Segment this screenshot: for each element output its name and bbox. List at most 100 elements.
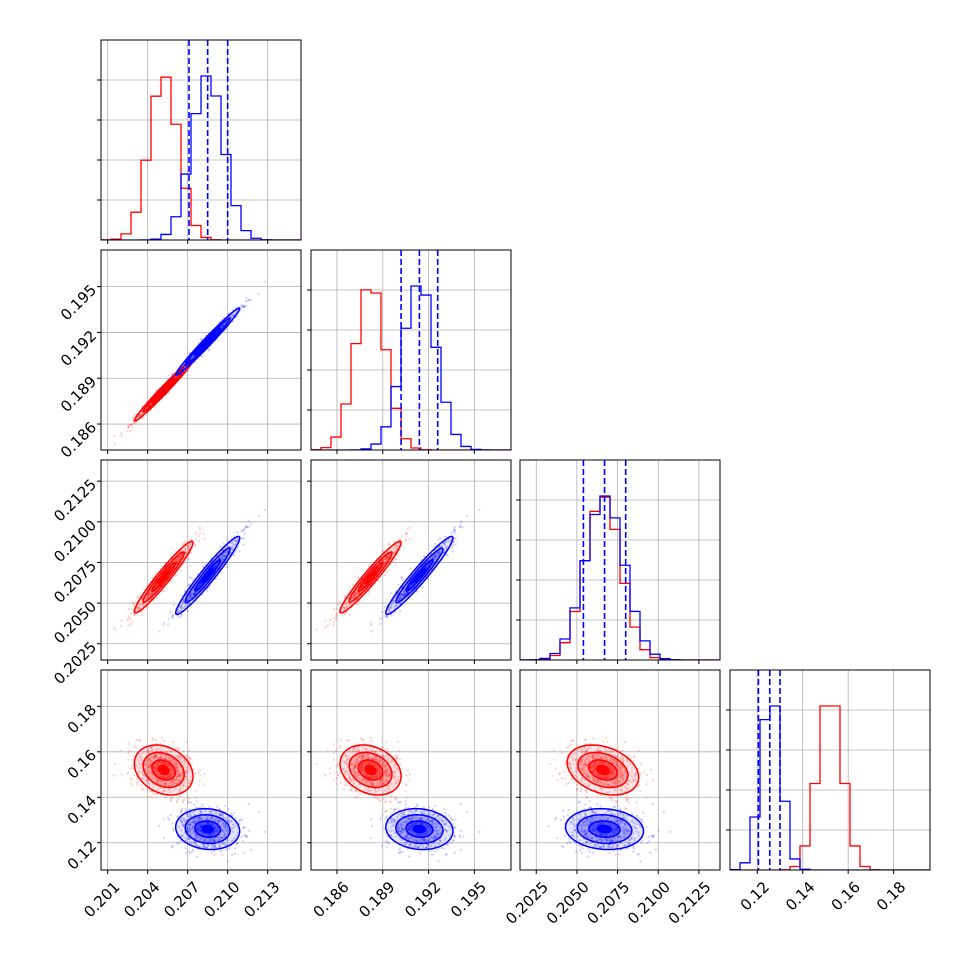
sample-point: [336, 613, 339, 616]
sample-point: [147, 772, 150, 775]
sample-point: [383, 562, 386, 565]
sample-point: [176, 560, 180, 563]
sample-point: [434, 556, 437, 559]
sample-point: [166, 623, 170, 626]
sample-point: [174, 763, 177, 767]
sample-point: [443, 549, 446, 552]
sample-point: [164, 762, 167, 765]
sample-point: [164, 749, 167, 753]
sample-point: [223, 551, 226, 555]
sample-point: [138, 770, 141, 773]
sample-point: [173, 559, 176, 563]
sample-point: [172, 778, 175, 781]
sample-point: [183, 798, 186, 801]
sample-point: [182, 367, 185, 370]
sample-point: [175, 763, 179, 766]
sample-point: [154, 776, 157, 779]
sample-point: [167, 756, 170, 759]
sample-point: [478, 508, 481, 511]
sample-point: [393, 550, 396, 553]
panel-content: [112, 736, 266, 863]
sample-point: [367, 592, 370, 595]
panel-0-0: [97, 39, 302, 244]
y-tick-label: 0.2125: [50, 475, 100, 525]
sample-point: [153, 755, 156, 758]
sample-point: [167, 784, 170, 787]
sample-point: [179, 555, 182, 558]
sample-point: [178, 557, 181, 560]
sample-point: [178, 558, 181, 561]
sample-point: [141, 777, 144, 780]
sample-point: [173, 763, 176, 766]
sample-point: [156, 769, 159, 772]
sample-point: [191, 356, 194, 359]
sample-point: [194, 772, 197, 775]
sample-point: [147, 404, 151, 407]
sample-point: [344, 602, 347, 606]
sample-point: [226, 538, 229, 541]
sample-point: [352, 594, 356, 597]
sample-point: [175, 559, 178, 562]
sample-point: [168, 775, 171, 778]
sample-point: [403, 594, 406, 597]
sample-point: [153, 766, 157, 769]
sample-point: [136, 595, 139, 598]
sample-point: [181, 552, 184, 556]
sample-point: [147, 591, 151, 595]
sample-point: [131, 602, 134, 605]
sample-point: [343, 608, 346, 611]
sample-point: [218, 556, 221, 559]
sample-point: [459, 523, 463, 526]
sample-point: [147, 750, 151, 753]
panel-content: [315, 508, 481, 633]
sample-point: [153, 766, 156, 769]
sample-point: [242, 305, 245, 309]
sample-point: [177, 558, 180, 562]
sample-point: [400, 534, 404, 538]
panel-frame: [310, 459, 512, 661]
sample-point: [220, 556, 223, 560]
sample-point: [174, 787, 177, 791]
sample-point: [436, 551, 440, 554]
sample-point: [382, 558, 385, 562]
sample-point: [397, 599, 400, 602]
sample-point: [394, 549, 397, 552]
sample-point: [223, 555, 226, 558]
sample-point: [169, 568, 172, 571]
sample-point: [169, 798, 172, 802]
sample-point: [171, 616, 174, 619]
sample-point: [462, 526, 465, 529]
sample-point: [155, 768, 159, 771]
sample-point: [164, 754, 168, 757]
sample-point: [150, 796, 153, 799]
sample-point: [131, 768, 135, 771]
sample-point: [142, 774, 145, 777]
sample-point: [191, 357, 194, 360]
sample-point: [152, 791, 155, 794]
sample-point: [250, 523, 253, 526]
sample-point: [157, 757, 160, 760]
sample-point: [188, 545, 191, 548]
sample-point: [230, 548, 233, 551]
sample-point: [179, 373, 182, 376]
sample-point: [156, 781, 159, 784]
sample-point: [426, 564, 430, 567]
sample-point: [164, 762, 168, 766]
sample-point: [178, 790, 181, 793]
sample-point: [172, 371, 175, 374]
sample-point: [175, 778, 178, 782]
sample-point: [156, 765, 159, 768]
sample-point: [181, 807, 184, 810]
sample-point: [193, 594, 196, 597]
sample-point: [185, 770, 188, 773]
sample-point: [145, 762, 148, 766]
sample-point: [442, 541, 446, 545]
sample-point: [159, 757, 162, 760]
sample-point: [184, 547, 187, 550]
sample-point: [194, 544, 197, 547]
sample-point: [133, 774, 136, 777]
sample-point: [376, 567, 379, 570]
sample-point: [178, 789, 181, 792]
sample-point: [180, 603, 183, 607]
sample-point: [162, 623, 165, 626]
